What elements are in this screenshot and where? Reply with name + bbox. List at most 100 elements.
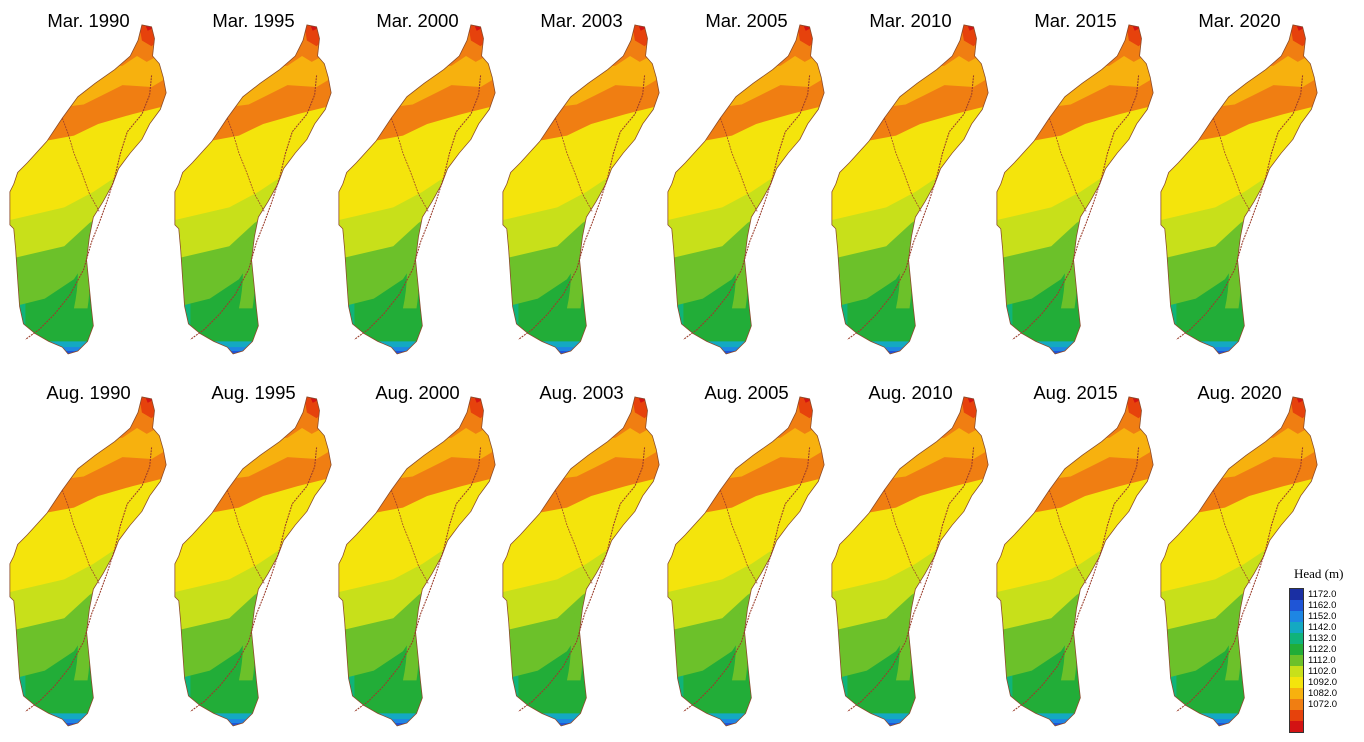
tributary-line (883, 117, 922, 212)
map-panel: Mar. 2000 (335, 4, 500, 364)
head-zone-channel (1060, 240, 1077, 309)
head-zone-outlet (1049, 723, 1065, 726)
river-line (25, 75, 153, 340)
legend-label: 1092.0 (1308, 677, 1338, 688)
river-line (25, 447, 153, 712)
watershed-boundary (831, 24, 989, 355)
head-zone-outlet (1213, 351, 1229, 354)
head-contours (338, 24, 496, 354)
head-zone-channel (895, 612, 912, 681)
head-contours (338, 396, 496, 726)
watershed-boundary (174, 396, 332, 727)
legend-swatch (1290, 666, 1303, 677)
head-contours (502, 396, 660, 726)
head-map (831, 396, 989, 727)
head-zone-outlet (720, 351, 736, 354)
head-zone-channel (895, 240, 912, 309)
panel-title: Mar. 2003 (540, 10, 623, 31)
panel-title: Aug. 1995 (211, 382, 296, 403)
river-line (1176, 75, 1304, 340)
panel-title: Mar. 1995 (212, 10, 295, 31)
watershed-boundary (338, 24, 496, 355)
head-zone-outlet (1049, 351, 1065, 354)
head-contours (996, 396, 1154, 726)
head-legend: Head (m) 1172.0 1162.0 1152.0 1142.0 1132.0 1… (1288, 566, 1364, 742)
map-panel: Mar. 2003 (499, 4, 664, 364)
head-zone-channel (1224, 612, 1241, 681)
head-map (667, 24, 825, 355)
legend-label: 1152.0 (1308, 611, 1337, 622)
legend-swatch (1290, 633, 1303, 644)
map-panel: Aug. 1995 (171, 376, 336, 736)
tributary-line (226, 489, 265, 584)
head-map (338, 396, 496, 727)
head-map (502, 396, 660, 727)
legend-label: 1172.0 (1308, 589, 1337, 600)
head-map (996, 396, 1154, 727)
map-panel: Mar. 2005 (664, 4, 829, 364)
watershed-boundary (9, 396, 167, 727)
head-zone-channel (566, 612, 583, 681)
head-map (667, 396, 825, 727)
head-contours (831, 396, 989, 726)
map-panel: Mar. 2015 (993, 4, 1158, 364)
head-map (502, 24, 660, 355)
head-map (1160, 396, 1318, 727)
river-line (354, 447, 482, 712)
panel-title: Aug. 2015 (1033, 382, 1118, 403)
map-panel: Aug. 2000 (335, 376, 500, 736)
head-contours (9, 396, 167, 726)
head-contours (502, 24, 660, 354)
map-panel: Mar. 2020 (1157, 4, 1322, 364)
tributary-line (61, 489, 100, 584)
head-contours (174, 24, 332, 354)
watershed-boundary (338, 396, 496, 727)
river-line (190, 447, 318, 712)
tributary-line (1048, 489, 1087, 584)
tributary-line (1212, 489, 1251, 584)
river-line (1012, 75, 1140, 340)
legend-swatch (1290, 677, 1303, 688)
legend-label: 1122.0 (1308, 644, 1337, 655)
head-contours (667, 396, 825, 726)
legend-swatch (1290, 600, 1303, 611)
head-map (9, 396, 167, 727)
tributary-line (883, 489, 922, 584)
legend-color-bar (1289, 588, 1304, 733)
head-map (174, 24, 332, 355)
map-panel: Mar. 2010 (828, 4, 993, 364)
tributary-line (554, 117, 593, 212)
head-contours (174, 396, 332, 726)
head-zone-channel (1060, 612, 1077, 681)
head-map (9, 24, 167, 355)
legend-label: 1162.0 (1308, 600, 1337, 611)
head-zone-channel (402, 612, 419, 681)
legend-swatch (1290, 699, 1303, 710)
head-map (174, 396, 332, 727)
river-line (683, 75, 811, 340)
map-panel: Aug. 2015 (993, 376, 1158, 736)
head-map (338, 24, 496, 355)
legend-label: 1082.0 (1308, 688, 1338, 699)
watershed-boundary (9, 24, 167, 355)
panel-title: Mar. 2000 (376, 10, 459, 31)
legend-label: 1142.0 (1308, 622, 1337, 633)
head-map (996, 24, 1154, 355)
head-zone-outlet (391, 351, 407, 354)
head-zone-channel (731, 240, 748, 309)
map-panel: Aug. 1990 (6, 376, 171, 736)
watershed-boundary (996, 24, 1154, 355)
head-contours (1160, 24, 1318, 354)
legend-label: 1112.0 (1308, 655, 1336, 666)
panel-title: Mar. 2015 (1034, 10, 1117, 31)
watershed-boundary (667, 396, 825, 727)
river-line (847, 75, 975, 340)
head-zone-outlet (884, 723, 900, 726)
head-zone-channel (731, 612, 748, 681)
legend-swatch (1290, 655, 1303, 666)
tributary-line (1048, 117, 1087, 212)
head-zone-channel (402, 240, 419, 309)
head-zone-outlet (391, 723, 407, 726)
watershed-boundary (1160, 396, 1318, 727)
